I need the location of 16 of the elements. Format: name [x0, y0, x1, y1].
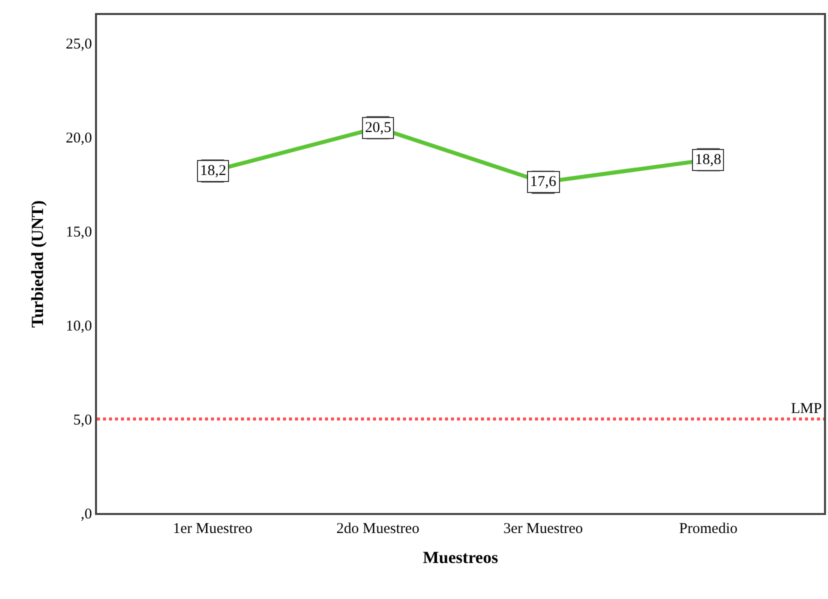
data-label: 18,8: [695, 152, 722, 168]
x-tick-label: 2do Muestreo: [336, 521, 420, 537]
y-tick-label: 20,0: [66, 130, 92, 146]
x-tick-label: 3er Muestreo: [503, 521, 583, 537]
y-tick-label: 15,0: [66, 224, 92, 240]
data-label: 20,5: [365, 120, 392, 136]
x-tick-label: Promedio: [679, 521, 738, 537]
ref-line-label: LMP: [791, 401, 822, 417]
data-label: 18,2: [200, 163, 226, 179]
x-tick-label: 1er Muestreo: [172, 521, 252, 537]
y-tick-label: 10,0: [66, 318, 92, 334]
y-axis-title: Turbiedad (UNT): [28, 200, 47, 328]
y-tick-label: 5,0: [73, 412, 92, 428]
y-tick-label: ,0: [80, 506, 92, 522]
x-axis-title: Muestreos: [422, 548, 498, 567]
y-tick-label: 25,0: [66, 36, 92, 52]
